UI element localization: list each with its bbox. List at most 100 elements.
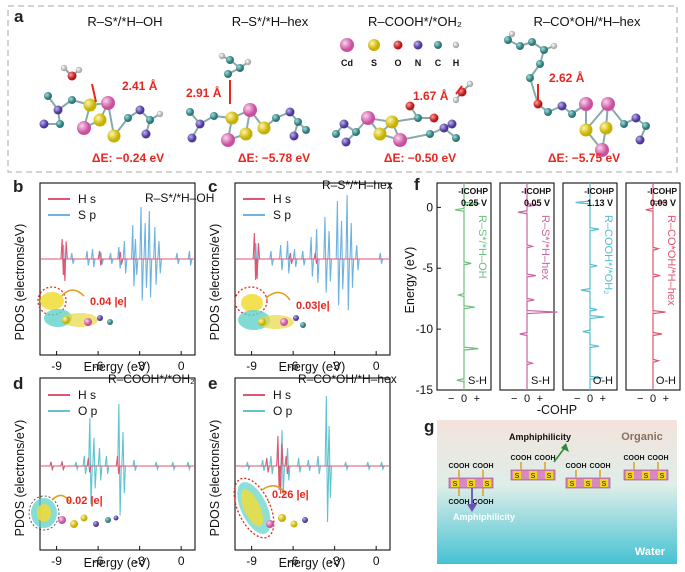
series-h-s <box>40 238 195 282</box>
legend-s-label: S <box>371 58 377 68</box>
ylabel-e: PDOS (electrons/eV) <box>208 420 222 537</box>
atom-c <box>302 126 310 134</box>
atom-c <box>452 134 460 142</box>
pdos-title-c: R–S*/*H–hex <box>322 178 393 192</box>
s-atom-icon <box>451 479 459 487</box>
cohp-x-tick-label: − <box>574 393 580 405</box>
atom-n <box>141 129 151 139</box>
plot-frame <box>234 182 391 356</box>
panel-label-d: d <box>13 374 23 393</box>
cooh-label: COOH <box>648 455 669 462</box>
legend-o-icon <box>393 40 403 50</box>
pdos-title-b: R–S*/*H–OH <box>145 191 214 205</box>
atom-n <box>195 119 205 129</box>
energy-4: ΔE: −5.75 eV <box>548 151 620 165</box>
atom-cd <box>361 111 375 125</box>
atom-legend: Cd S O N C H <box>340 38 459 68</box>
cohp-subpanel-4: -ICOHP 0.03 V R–CO*OH/*H–hex O-H − 0 + <box>625 182 681 405</box>
atom-cd <box>579 97 593 111</box>
cohp-series-label: R–S*/*H–hex <box>539 215 551 280</box>
bond-label: O-H <box>656 375 676 387</box>
atom-c <box>294 118 302 126</box>
ylabel-b: PDOS (electrons/eV) <box>13 224 27 341</box>
series-h-s <box>235 435 390 495</box>
atom-cd <box>101 96 115 110</box>
cohp-subpanel-3: -ICOHP 1.13 V R–COOH*/*OH₂ O-H − 0 + <box>562 182 618 405</box>
legend-d-hs: H s <box>78 388 96 402</box>
cohp-y-tick-label: -15 <box>416 383 434 397</box>
legend-d-op: O p <box>78 404 98 418</box>
cohp-x-tick-label: 0 <box>524 393 530 405</box>
legend-b-sp: S p <box>78 208 96 222</box>
plot-frame <box>39 182 196 356</box>
atom-s <box>225 111 239 125</box>
energy-2: ΔE: −5.78 eV <box>238 151 310 165</box>
cohp-trace <box>454 183 481 390</box>
x-tick-label: -3 <box>329 554 340 568</box>
atom-c <box>272 114 280 122</box>
up-arrowhead-icon <box>561 443 569 452</box>
charge-inset-c: 0.03|e| <box>234 286 330 330</box>
x-tick-label: -3 <box>134 359 145 373</box>
atom-o <box>67 71 77 81</box>
distance-arrow-1 <box>91 83 97 103</box>
x-tick-label: -6 <box>93 554 104 568</box>
s-label: S <box>531 473 536 480</box>
legend-d: H s O p <box>48 388 98 418</box>
charge-c: 0.03|e| <box>296 300 330 312</box>
s-atom-icon <box>529 471 537 479</box>
atom-c <box>124 114 132 122</box>
atom-c <box>352 128 360 136</box>
x-tick-label: -9 <box>51 554 62 568</box>
cohp-x-tick-label: − <box>511 393 517 405</box>
down-arrowhead-icon <box>467 504 477 512</box>
atom-cd <box>601 97 615 111</box>
atom-n <box>135 105 145 115</box>
legend-c-icon <box>434 41 442 49</box>
s-atom-icon <box>513 471 521 479</box>
legend-n-icon <box>413 40 423 50</box>
atom-n <box>635 135 645 145</box>
cooh-label: COOH <box>535 455 556 462</box>
atom-n <box>557 101 567 111</box>
atom-h <box>452 96 460 104</box>
panel-label-f: f <box>414 175 420 194</box>
atom-c <box>414 114 422 122</box>
legend-b: H s S p <box>48 192 96 222</box>
x-tick-label: -3 <box>134 554 145 568</box>
s-label: S <box>586 481 591 488</box>
s-label: S <box>485 481 490 488</box>
cohp-x-tick-label: + <box>663 393 669 405</box>
atom-c <box>528 38 536 46</box>
s-atom-icon <box>600 479 608 487</box>
x-tick-label: 0 <box>178 554 185 568</box>
atom-h <box>244 58 252 66</box>
molecule-models <box>39 30 650 157</box>
atom-c <box>236 64 244 72</box>
legend-o-label: O <box>394 58 401 68</box>
cooh-label: COOH <box>624 455 645 462</box>
x-tick-label: -9 <box>51 359 62 373</box>
struct-title-1: R–S*/*H–OH <box>87 14 162 29</box>
legend-s-icon <box>368 39 380 51</box>
s-label: S <box>644 473 649 480</box>
cohp-trace <box>645 183 668 390</box>
atom-c <box>516 42 524 50</box>
s-atom-icon <box>545 471 553 479</box>
legend-h-icon <box>452 41 460 49</box>
icohp-value: 1.13 V <box>587 198 613 208</box>
legend-c-hs: H s <box>273 192 291 206</box>
water-label: Water <box>635 546 666 558</box>
atom-h <box>466 80 474 88</box>
cohp-subpanel-1: -ICOHP 0.25 V R–S*/*H–OH S-H − 0 + <box>436 182 492 405</box>
charge-inset-b: 0.04 |e| <box>37 286 127 327</box>
amphiphilicity-bottom: Amphiphilicity <box>453 512 515 522</box>
atom-n <box>339 119 349 129</box>
cohp-y-tick-label: -10 <box>416 322 434 336</box>
panel-a-frame <box>7 5 678 173</box>
s-atom-icon <box>483 479 491 487</box>
icohp-value: 0.03 V <box>650 198 676 208</box>
